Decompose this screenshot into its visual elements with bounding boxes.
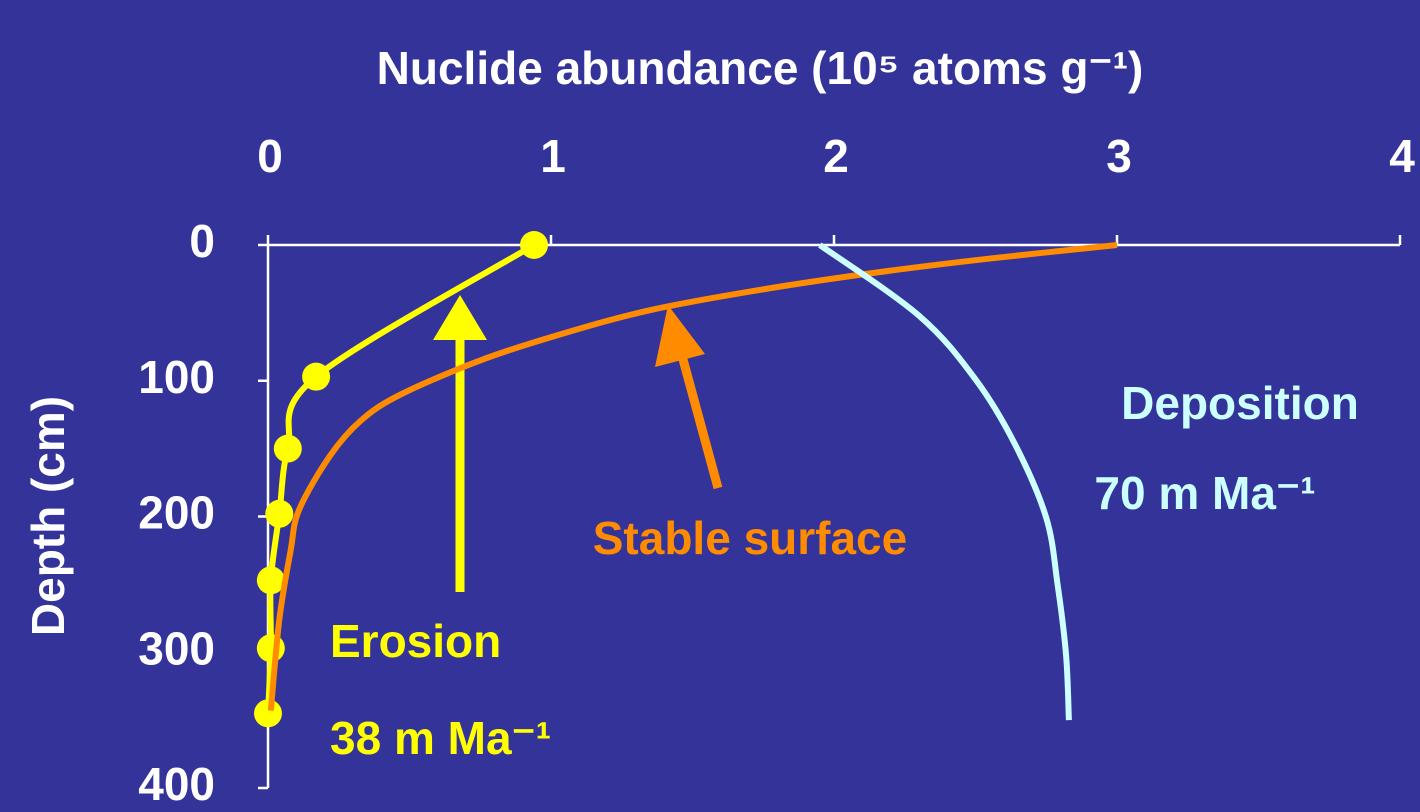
marker [254,699,282,728]
line [818,242,1072,721]
stable-arrow [676,350,723,490]
series-label: Deposition [1121,377,1359,429]
x-tick-label: 1 [540,130,566,182]
marker [302,362,331,391]
chart-title: Nuclide abundance (10⁵ atoms g⁻¹) [377,42,1144,94]
y-axis-label: Depth (cm) [22,396,74,636]
marker [265,499,294,528]
marker [256,634,285,663]
series-label: 38 m Ma⁻¹ [330,712,551,764]
y-tick-label: 300 [138,622,215,674]
line [267,242,1118,711]
x-tick-label: 2 [823,130,849,182]
marker [273,434,302,463]
x-tick-label: 3 [1106,130,1132,182]
x-tick-label: 0 [257,130,283,182]
marker [520,231,549,259]
y-tick-label: 200 [138,487,215,539]
y-tick-label: 400 [138,758,215,810]
x-tick-label: 4 [1389,130,1415,182]
erosion-arrowhead [433,295,487,340]
series-label: 70 m Ma⁻¹ [1094,467,1315,519]
y-tick-label: 100 [138,351,215,403]
y-tick-label: 0 [189,215,215,267]
arrows [433,295,723,592]
marker [256,566,285,595]
stable-arrowhead [655,305,705,367]
series-label: Stable surface [593,512,907,564]
series-label: Erosion [330,615,501,667]
